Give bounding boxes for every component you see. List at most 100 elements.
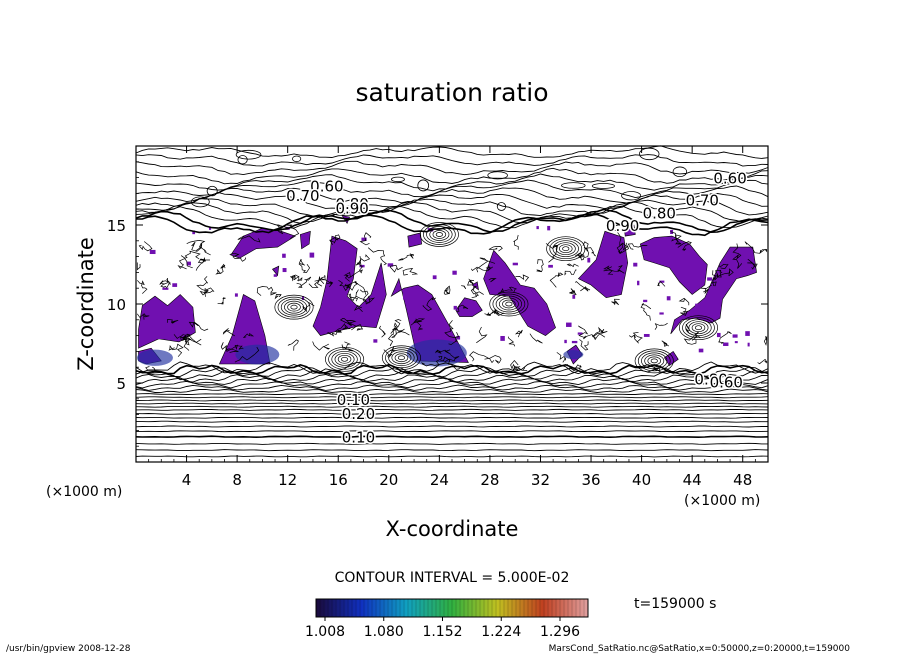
saturated-speck — [732, 334, 738, 338]
contour-squiggle — [327, 330, 342, 337]
saturated-region — [230, 227, 296, 259]
contour-loop — [417, 179, 430, 192]
contour-loop — [641, 352, 668, 370]
saturated-speck — [587, 257, 591, 263]
saturated-region — [483, 249, 556, 336]
contour-squiggle — [225, 344, 244, 352]
contour-loop — [505, 301, 513, 307]
contour-line — [135, 208, 769, 234]
contour-loop — [419, 222, 459, 247]
contour-squiggle — [467, 278, 475, 286]
contour-loop — [432, 230, 447, 239]
contour-squiggle — [566, 263, 579, 268]
saturated-speck — [701, 278, 705, 281]
contour-squiggle — [348, 321, 363, 331]
saturated-speck — [659, 280, 665, 283]
contour-line — [135, 430, 769, 433]
contour-label: 0.60 — [310, 178, 343, 196]
x-tick-label: 16 — [329, 471, 348, 489]
saturated-region — [663, 350, 679, 367]
saturated-speck — [537, 308, 541, 313]
saturated-speck — [208, 227, 212, 230]
contour-loop — [552, 240, 579, 258]
x-tick-label: 32 — [531, 471, 550, 489]
contour-label: 0.20 — [342, 405, 375, 423]
contour-loop — [325, 346, 365, 372]
contour-loop — [634, 348, 674, 374]
contour-line — [135, 384, 769, 391]
contour-squiggle — [422, 296, 437, 312]
contour-loop — [290, 304, 298, 310]
contour-squiggle — [291, 275, 296, 282]
contour-loop — [546, 236, 586, 262]
contour-line — [135, 192, 769, 209]
contour-loop — [502, 299, 516, 309]
contour-squiggle — [256, 286, 277, 296]
contour-squiggle — [137, 313, 150, 320]
saturated-speck — [707, 277, 713, 281]
saturated-region — [577, 230, 629, 299]
contour-squiggle — [274, 294, 282, 300]
saturated-speck — [361, 237, 367, 241]
contour-label: 0.60 — [710, 373, 743, 391]
saturated-speck — [695, 303, 701, 306]
contour-squiggle — [190, 241, 203, 252]
time-label: t=159000 s — [634, 596, 716, 612]
contour-squiggle — [402, 268, 419, 276]
contour-squiggle — [711, 270, 718, 287]
contour-loop — [385, 347, 418, 369]
contour-line — [135, 185, 769, 204]
saturated-speck — [564, 339, 567, 344]
contour-squiggle — [410, 320, 423, 331]
x-tick-label: 4 — [182, 471, 192, 489]
contour-squiggle — [183, 338, 191, 351]
contour-squiggle — [683, 335, 698, 345]
contour-squiggle — [556, 352, 567, 363]
saturated-speck — [192, 230, 196, 235]
contour-squiggle — [744, 241, 768, 254]
contour-squiggle — [718, 331, 732, 345]
contour-squiggle — [183, 333, 202, 343]
contour-squiggle — [732, 243, 743, 269]
contour-squiggle — [677, 241, 692, 252]
x-tick-label: 8 — [232, 471, 242, 489]
contour-squiggle — [440, 356, 461, 370]
contour-loop — [206, 185, 218, 197]
saturated-region — [639, 235, 708, 295]
plot-frame — [135, 145, 769, 463]
contour-loop — [394, 353, 409, 363]
contour-squiggle — [484, 308, 505, 316]
contour-squiggle — [355, 289, 375, 305]
y-axis-unit: (×1000 m) — [46, 484, 122, 500]
contour-squiggle — [670, 231, 682, 245]
contour-squiggle — [444, 320, 460, 338]
contour-squiggle — [582, 241, 596, 257]
contour-squiggle — [177, 258, 193, 270]
contour-squiggle — [611, 224, 629, 248]
contour-line — [135, 425, 768, 428]
y-axis-ticks: 5 10 15 — [107, 161, 768, 447]
contour-loop — [429, 228, 450, 241]
chart-title: saturation ratio — [355, 78, 548, 107]
contour-squiggle — [461, 285, 467, 290]
contour-squiggle — [298, 258, 306, 266]
saturated-region — [455, 297, 483, 317]
colorbar-tick-label: 1.080 — [364, 624, 404, 640]
contour-squiggle — [654, 322, 668, 330]
contour-squiggle — [476, 257, 496, 273]
saturated-speck — [282, 253, 286, 258]
contour-line — [135, 205, 769, 229]
contour-squiggle — [308, 276, 321, 289]
contour-squiggle — [395, 328, 410, 336]
footer-left: /usr/bin/gpview 2008-12-28 — [6, 644, 131, 654]
contour-squiggle — [160, 278, 170, 288]
contour-line — [135, 179, 769, 199]
saturated-speck — [572, 294, 576, 299]
saturated-speck — [633, 262, 638, 267]
contour-loop — [435, 232, 443, 237]
contour-label: 0.90 — [606, 217, 639, 235]
colorbar-tick-label: 1.224 — [481, 624, 521, 640]
contour-line — [135, 396, 769, 399]
contour-loop — [685, 319, 712, 337]
contour-squiggle — [136, 262, 141, 271]
